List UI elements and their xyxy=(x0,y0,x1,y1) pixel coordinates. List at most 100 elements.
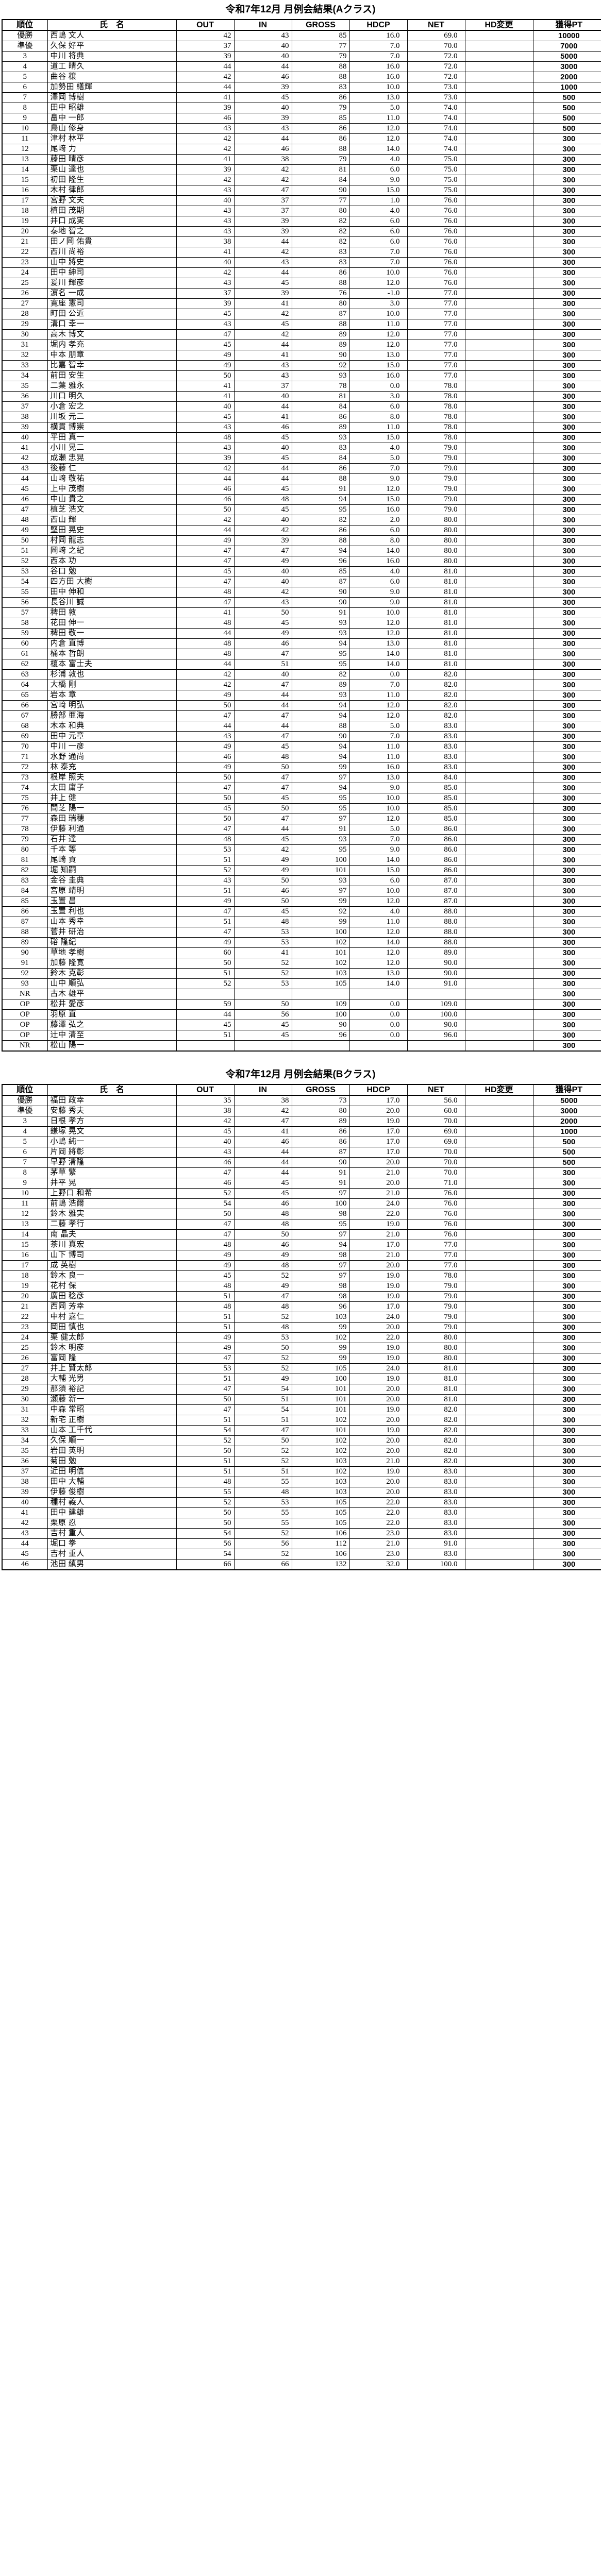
cell-points: 300 xyxy=(532,401,601,412)
cell-rank: 43 xyxy=(2,463,48,474)
cell-out: 46 xyxy=(176,494,235,505)
cell-net: 70.0 xyxy=(407,1167,465,1178)
cell-hd-change xyxy=(464,1249,533,1261)
cell-rank: 8 xyxy=(2,102,48,113)
cell-points: 300 xyxy=(532,689,601,701)
cell-net: 85.0 xyxy=(407,803,465,814)
cell-rank: NR xyxy=(2,988,48,999)
cell-gross: 102 xyxy=(291,1332,350,1343)
cell-out: 50 xyxy=(176,1445,235,1456)
cell-rank: 44 xyxy=(2,473,48,484)
cell-gross: 80 xyxy=(291,1105,350,1116)
table-row: OP 藤澤 弘之 45 45 90 0.0 90.0 300 xyxy=(2,1019,601,1030)
cell-rank: 33 xyxy=(2,360,48,371)
cell-rank: 16 xyxy=(2,1249,48,1261)
cell-out: 50 xyxy=(176,957,235,969)
cell-hdcp: 5.0 xyxy=(349,823,408,835)
cell-out: 53 xyxy=(176,844,235,855)
table-row: 24 栗 健太郎 49 53 102 22.0 80.0 300 xyxy=(2,1332,601,1343)
cell-gross: 91 xyxy=(291,483,350,495)
cell-net: 70.0 xyxy=(407,1115,465,1127)
cell-hdcp: 17.0 xyxy=(349,1146,408,1158)
cell-gross: 99 xyxy=(291,1342,350,1353)
cell-net: 79.0 xyxy=(407,442,465,453)
table-row: 31 中森 常昭 47 54 101 19.0 82.0 300 xyxy=(2,1404,601,1415)
cell-hd-change xyxy=(464,1167,533,1178)
cell-net: 79.0 xyxy=(407,483,465,495)
cell-hdcp: 12.0 xyxy=(349,710,408,721)
cell-hdcp: 12.0 xyxy=(349,277,408,289)
cell-hdcp: 19.0 xyxy=(349,1342,408,1353)
cell-in: 42 xyxy=(233,844,292,855)
cell-rank: OP xyxy=(2,1019,48,1030)
cell-net: 88.0 xyxy=(407,916,465,927)
cell-in: 55 xyxy=(233,1517,292,1529)
cell-points: 300 xyxy=(532,968,601,979)
cell-name: 津村 林平 xyxy=(47,133,177,144)
table-row: 56 長谷川 誠 47 43 90 9.0 81.0 300 xyxy=(2,597,601,608)
cell-in: 39 xyxy=(233,112,292,124)
cell-hdcp: 12.0 xyxy=(349,339,408,350)
cell-net: 74.0 xyxy=(407,123,465,134)
cell-out: 45 xyxy=(176,803,235,814)
cell-gross: 98 xyxy=(291,1280,350,1292)
table-row: 15 茶川 真宏 48 46 94 17.0 77.0 300 xyxy=(2,1239,601,1250)
cell-rank: 42 xyxy=(2,452,48,464)
cell-hd-change xyxy=(464,524,533,536)
cell-name: 安藤 秀夫 xyxy=(47,1105,177,1116)
cell-points: 300 xyxy=(532,1404,601,1415)
cell-rank: 90 xyxy=(2,947,48,958)
cell-gross: 94 xyxy=(291,700,350,711)
cell-out: 44 xyxy=(176,1009,235,1020)
cell-in: 66 xyxy=(233,1558,292,1570)
cell-out: 47 xyxy=(176,710,235,721)
cell-points: 300 xyxy=(532,1260,601,1271)
table-row: 41 小川 晃二 43 40 83 4.0 79.0 300 xyxy=(2,442,601,453)
cell-net: 70.0 xyxy=(407,1157,465,1168)
cell-gross: 95 xyxy=(291,504,350,515)
cell-hdcp: 17.0 xyxy=(349,1301,408,1312)
cell-net: 77.0 xyxy=(407,360,465,371)
cell-name: 菊田 勉 xyxy=(47,1455,177,1467)
cell-hd-change xyxy=(464,1394,533,1405)
cell-rank: 35 xyxy=(2,380,48,392)
table-row: 42 成瀬 忠晃 39 45 84 5.0 79.0 300 xyxy=(2,452,601,464)
cell-hd-change xyxy=(464,1404,533,1415)
table-row: 23 岡田 慎也 51 48 99 20.0 79.0 300 xyxy=(2,1321,601,1333)
cell-hd-change xyxy=(464,998,533,1010)
cell-hd-change xyxy=(464,895,533,907)
cell-gross: 94 xyxy=(291,638,350,649)
cell-in: 48 xyxy=(233,1208,292,1219)
cell-name: 山下 博司 xyxy=(47,1249,177,1261)
cell-name: 問芝 陽一 xyxy=(47,803,177,814)
table-row: 13 二藤 孝行 47 48 95 19.0 76.0 300 xyxy=(2,1218,601,1230)
cell-rank: 5 xyxy=(2,1136,48,1147)
cell-hdcp: 5.0 xyxy=(349,720,408,732)
cell-name: 池田 縝男 xyxy=(47,1558,177,1570)
cell-rank: 23 xyxy=(2,1321,48,1333)
cell-in: 48 xyxy=(233,916,292,927)
cell-out: 45 xyxy=(176,1126,235,1137)
cell-hd-change xyxy=(464,1105,533,1116)
cell-rank: 93 xyxy=(2,978,48,989)
cell-net: 81.0 xyxy=(407,1394,465,1405)
cell-hdcp: 20.0 xyxy=(349,1383,408,1395)
cell-hdcp: 12.0 xyxy=(349,895,408,907)
cell-gross: 112 xyxy=(291,1538,350,1549)
cell-hd-change xyxy=(464,875,533,886)
table-row: 84 宮原 靖明 51 46 97 10.0 87.0 300 xyxy=(2,885,601,896)
cell-name: 水野 通尚 xyxy=(47,751,177,762)
cell-out: 45 xyxy=(176,1019,235,1030)
table-row: 35 二葉 雅永 41 37 78 0.0 78.0 300 xyxy=(2,380,601,392)
cell-hd-change xyxy=(464,1177,533,1189)
table-row: 20 廣田 稔彦 51 47 98 19.0 79.0 300 xyxy=(2,1291,601,1302)
cell-out: 48 xyxy=(176,1476,235,1487)
cell-hdcp: 3.0 xyxy=(349,391,408,402)
cell-name: 栗山 達也 xyxy=(47,164,177,175)
cell-hd-change xyxy=(464,1146,533,1158)
cell-hdcp: 12.0 xyxy=(349,329,408,340)
cell-net: 79.0 xyxy=(407,1291,465,1302)
cell-points: 500 xyxy=(532,1136,601,1147)
cell-net: 83.0 xyxy=(407,731,465,742)
table-row: 14 南 晶夫 47 50 97 21.0 76.0 300 xyxy=(2,1229,601,1240)
